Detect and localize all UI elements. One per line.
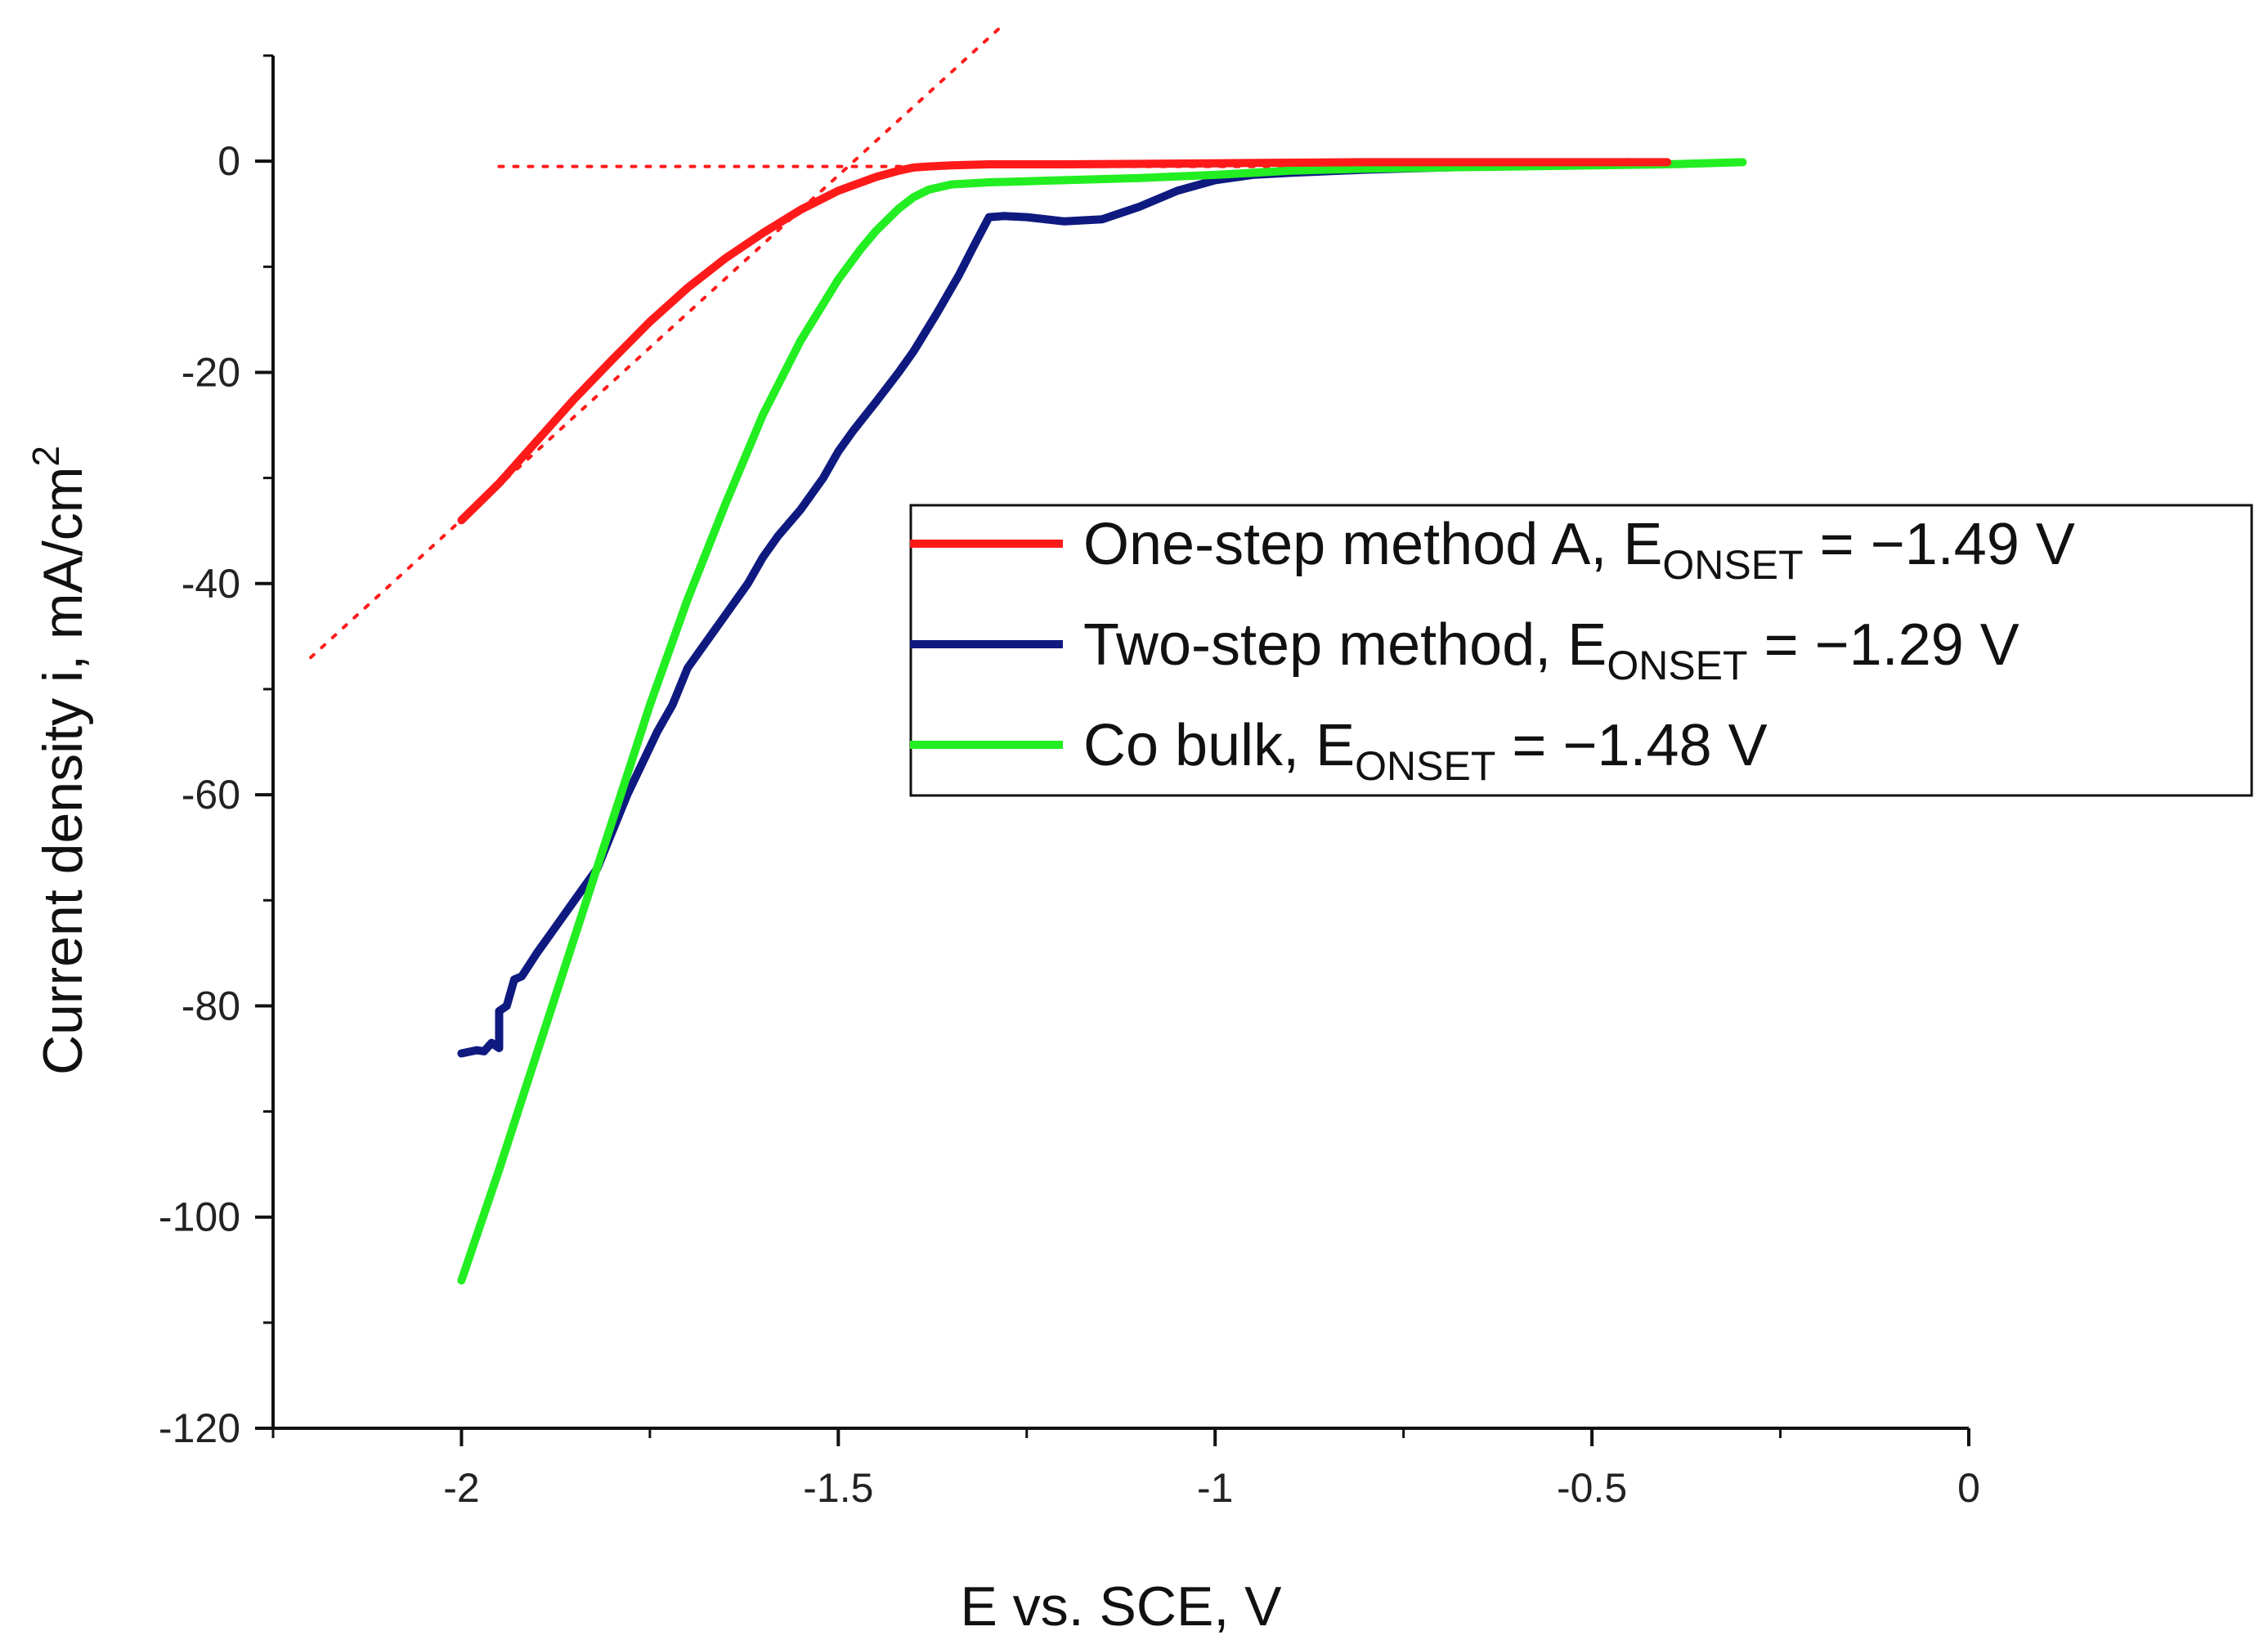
plot-area: -2 -1.5 -1 -0.5 0 -120 -100 -80 -60 -40 -20 0 xyxy=(159,22,1980,1511)
legend-box xyxy=(909,504,2253,797)
series-line-co-bulk xyxy=(457,158,1747,1285)
legend-label-co-bulk: Co bulk, EONSET = −1.48 V xyxy=(1083,713,1768,789)
y-tick-label: -20 xyxy=(182,349,240,395)
x-tick-label: -0.5 xyxy=(1557,1465,1627,1511)
x-ticks: -2 -1.5 -1 -0.5 0 xyxy=(271,1428,1980,1511)
guide-line-tafel-fit xyxy=(309,22,1006,660)
series-line-one-step-method-a xyxy=(457,158,1672,525)
x-axis-title: E vs. SCE, V xyxy=(961,1575,1283,1638)
y-tick-label: -80 xyxy=(182,983,240,1028)
legend-label-two-step: Two-step method, EONSET = −1.29 V xyxy=(1083,612,2019,688)
y-axis-title-main: Current density i, mA/cm xyxy=(32,467,94,1075)
x-tick-label: 0 xyxy=(1957,1465,1980,1511)
x-tick-label: -1 xyxy=(1197,1465,1233,1511)
y-tick-label: -40 xyxy=(182,561,240,607)
y-ticks: -120 -100 -80 -60 -40 -20 0 xyxy=(159,54,273,1451)
y-tick-label: -100 xyxy=(159,1194,240,1240)
legend: One-step method A, EONSET = −1.49 V Two-… xyxy=(909,504,2253,797)
y-tick-label: -120 xyxy=(159,1405,240,1451)
series-line-two-step-method xyxy=(457,158,1634,1058)
y-axis-title: Current density i, mA/cm2 xyxy=(25,446,94,1075)
y-axis-title-sup: 2 xyxy=(25,446,67,467)
legend-label-one-step: One-step method A, EONSET = −1.49 V xyxy=(1083,512,2075,588)
y-tick-label: 0 xyxy=(217,138,240,184)
x-tick-label: -1.5 xyxy=(803,1465,873,1511)
series-lines xyxy=(457,158,1747,1285)
x-tick-label: -2 xyxy=(443,1465,479,1511)
y-tick-label: -60 xyxy=(182,772,240,818)
